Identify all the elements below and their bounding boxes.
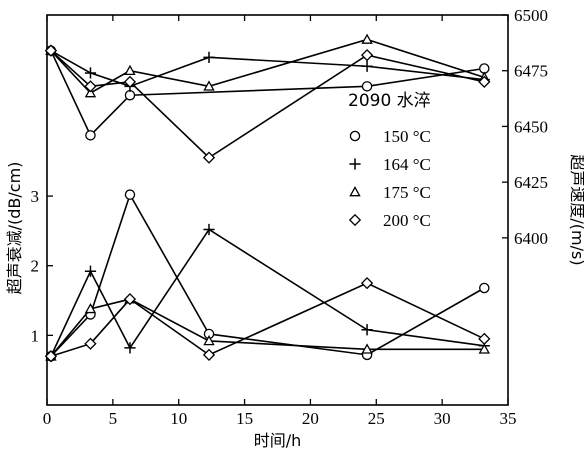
legend-label: 175 °C (383, 183, 431, 202)
y-right-tick-label: 6450 (514, 117, 548, 136)
diamond-marker (202, 151, 216, 164)
attenuation-line (50, 282, 485, 358)
legend-label: 164 °C (383, 155, 431, 174)
series-layer (44, 33, 491, 363)
y-right-tick-label: 6475 (514, 62, 548, 81)
circle-marker (361, 81, 373, 92)
x-tick-label: 35 (500, 409, 517, 428)
velocity-line (50, 50, 485, 159)
legend-title: 2090 水淬 (348, 91, 431, 111)
y-right-tick-label: 6500 (514, 6, 548, 25)
triangle-marker (124, 64, 136, 76)
y-left-tick-label: 1 (31, 326, 40, 345)
plus-marker (124, 342, 136, 354)
velocity-line (50, 49, 485, 88)
triangle-marker (349, 186, 361, 197)
attenuation-line (50, 192, 485, 357)
diamond-marker (202, 348, 216, 361)
y-right-axis-title: 超声速度/(m/s) (568, 154, 584, 265)
x-tick-label: 15 (236, 409, 253, 428)
plus-marker (361, 60, 373, 72)
diamond-marker (478, 332, 491, 345)
y-left-tick-label: 2 (31, 257, 40, 276)
diamond-marker (84, 80, 97, 93)
plus-marker (84, 265, 97, 277)
triangle-marker (84, 302, 97, 314)
series-diamond (44, 44, 491, 363)
circle-marker (479, 282, 490, 294)
circle-marker (349, 130, 361, 142)
legend: 2090 水淬 150 °C 164 °C 175 °C 200 °C (348, 91, 431, 230)
triangle-marker (361, 33, 373, 44)
y-left-axis-title: 超声衰减/(dB/cm) (5, 162, 24, 295)
y-right-tick-label: 6425 (514, 173, 548, 192)
triangle-marker (361, 343, 373, 354)
attenuation-line (50, 298, 485, 357)
x-tick-label: 25 (368, 409, 385, 428)
diamond-marker (478, 75, 491, 88)
diamond-marker (44, 44, 58, 57)
legend-label: 150 °C (383, 127, 431, 146)
plus-marker (203, 223, 215, 236)
plot-frame (46, 14, 509, 406)
plus-marker (84, 67, 97, 79)
plus-marker (349, 158, 361, 170)
x-tick-label: 30 (434, 409, 451, 428)
triangle-marker (478, 343, 490, 354)
diamond-marker (123, 75, 137, 88)
plus-marker (203, 51, 215, 63)
x-tick-label: 20 (302, 409, 319, 428)
diamond-marker (84, 337, 97, 350)
y-right-tick-label: 6400 (514, 229, 548, 248)
diamond-marker (360, 48, 374, 62)
triangle-marker (203, 80, 215, 91)
legend-label: 200 °C (383, 211, 431, 230)
circle-marker (124, 89, 136, 101)
series-circle (45, 45, 490, 362)
axes: 0 5 10 15 20 25 30 35 1 2 3 6400 6425 6450 6475 6500 时间/… (5, 6, 584, 450)
diamond-marker (360, 277, 374, 290)
triangle-marker (203, 334, 215, 346)
circle-marker (124, 189, 136, 200)
x-tick-label: 5 (109, 409, 118, 428)
x-tick-label: 0 (43, 409, 52, 428)
triangle-marker (84, 87, 97, 98)
circle-marker (85, 130, 96, 141)
series-triangle (45, 33, 490, 361)
plus-marker (361, 324, 373, 336)
x-axis-title: 时间/h (254, 431, 302, 450)
velocity-line (50, 38, 485, 95)
diamond-marker (123, 293, 137, 306)
y-left-tick-label: 3 (31, 187, 40, 206)
diamond-marker (348, 213, 362, 227)
x-tick-label: 10 (170, 409, 187, 428)
diamond-marker (44, 350, 58, 363)
attenuation-line (50, 228, 485, 357)
